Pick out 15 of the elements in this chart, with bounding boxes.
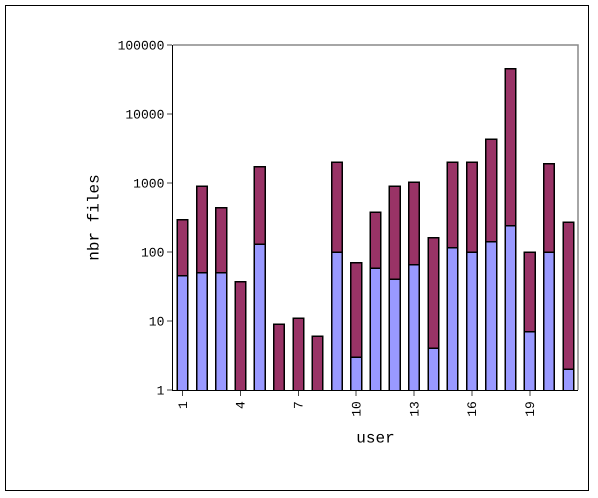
x-tick-label: 19 bbox=[523, 401, 538, 417]
y-axis-title: nbr files bbox=[85, 174, 104, 261]
x-tick-label: 7 bbox=[292, 401, 307, 410]
y-tick-label: 100000 bbox=[118, 38, 164, 54]
y-tick-label: 10 bbox=[148, 314, 164, 330]
x-tick-label: 16 bbox=[465, 401, 480, 417]
x-tick-label: 13 bbox=[407, 401, 422, 417]
x-tick-label: 10 bbox=[349, 401, 364, 417]
y-tick-label: 100 bbox=[140, 246, 164, 261]
x-tick-label: 1 bbox=[176, 401, 191, 410]
x-axis-title: user bbox=[356, 430, 395, 448]
y-tick-label: 1 bbox=[156, 384, 165, 399]
y-tick-label: 1000 bbox=[133, 176, 164, 192]
x-tick-label: 4 bbox=[234, 401, 249, 410]
y-tick-label: 10000 bbox=[125, 108, 164, 123]
